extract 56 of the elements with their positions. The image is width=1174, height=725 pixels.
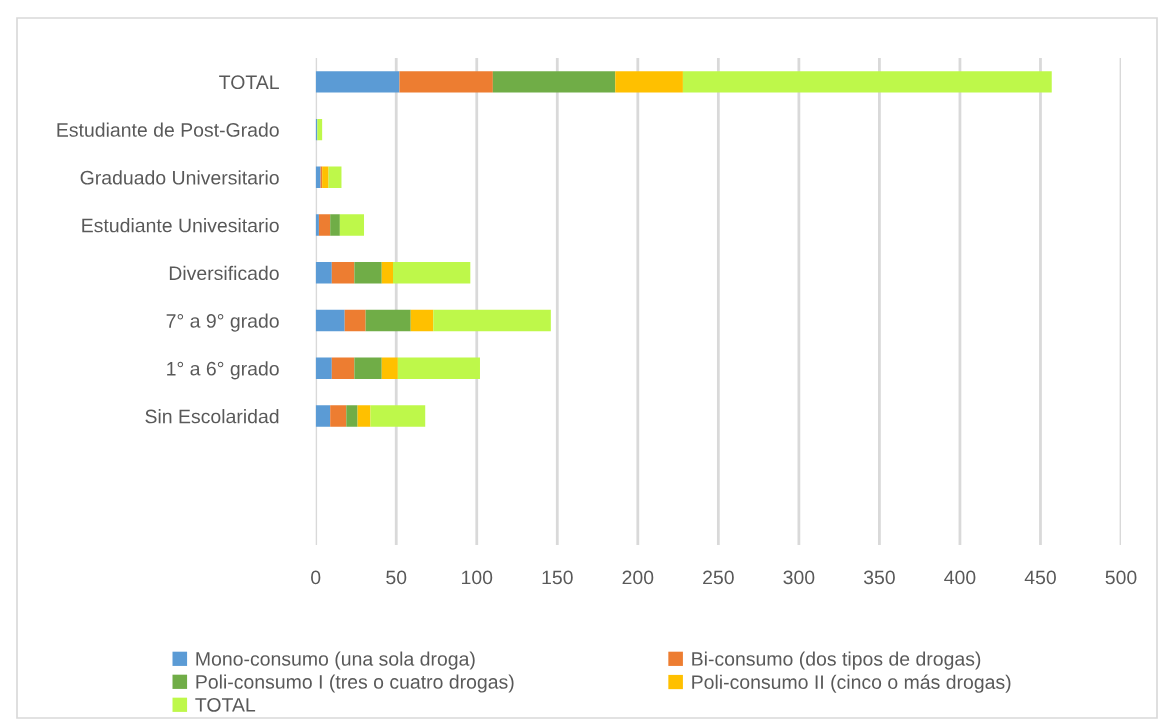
bar — [315, 309, 345, 332]
bar — [410, 309, 434, 332]
x-tick-label: 450 — [1024, 570, 1056, 585]
bar — [315, 357, 332, 380]
y-tick-label: Estudiante de Post-Grado — [57, 122, 279, 137]
bar — [318, 214, 331, 236]
bar — [370, 405, 426, 427]
bar — [433, 309, 551, 332]
y-tick-label: Graduado Universitario — [80, 170, 279, 185]
bar — [397, 357, 480, 380]
legend-label: Mono-consumo (una sola droga) — [196, 651, 475, 670]
y-tick-label: 7° a 9° grado — [166, 313, 279, 332]
x-tick-label: 0 — [311, 570, 321, 585]
bar — [365, 309, 411, 332]
bar — [328, 166, 342, 189]
bar — [381, 357, 398, 380]
bar — [615, 71, 683, 93]
x-tick-label: 400 — [944, 570, 976, 585]
y-tick-label: Diversificado — [169, 265, 279, 281]
bar — [315, 71, 400, 93]
bar — [317, 118, 323, 141]
y-tick-label: 1° a 6° grado — [167, 361, 279, 380]
legend-label: Poli-consumo II (cinco o más drogas) — [692, 674, 1011, 693]
x-tick-label: 200 — [622, 570, 654, 585]
bar — [330, 214, 340, 236]
y-tick-label: Estudiante Univesitario — [82, 218, 279, 233]
bar — [315, 405, 331, 427]
bar — [346, 405, 358, 427]
bar — [354, 357, 382, 380]
bar — [381, 262, 394, 284]
bar — [315, 166, 321, 189]
x-tick-label: 350 — [863, 570, 895, 585]
bar — [315, 214, 319, 236]
bar — [331, 262, 355, 284]
bar — [399, 71, 493, 93]
bar — [331, 357, 355, 380]
x-tick-label: 50 — [386, 570, 407, 585]
bar — [330, 405, 347, 427]
bar — [354, 262, 382, 284]
legend-label: Bi-consumo (dos tipos de drogas) — [692, 651, 981, 670]
bar — [339, 214, 365, 236]
bar — [322, 166, 329, 189]
x-tick-label: 250 — [703, 570, 734, 585]
x-tick-label: 300 — [783, 570, 815, 585]
bar — [393, 262, 471, 284]
y-tick-label: TOTAL — [219, 75, 279, 90]
y-tick-label: Sin Escolaridad — [145, 409, 279, 424]
bar — [682, 71, 1052, 93]
bar — [315, 262, 332, 284]
x-tick-label: 150 — [542, 570, 573, 585]
bar — [344, 309, 366, 332]
bar — [357, 405, 371, 427]
x-tick-label: 500 — [1105, 570, 1137, 585]
bar — [492, 71, 616, 93]
x-tick-label: 100 — [462, 570, 493, 585]
legend-label: Poli-consumo I (tres o cuatro drogas) — [196, 674, 514, 693]
